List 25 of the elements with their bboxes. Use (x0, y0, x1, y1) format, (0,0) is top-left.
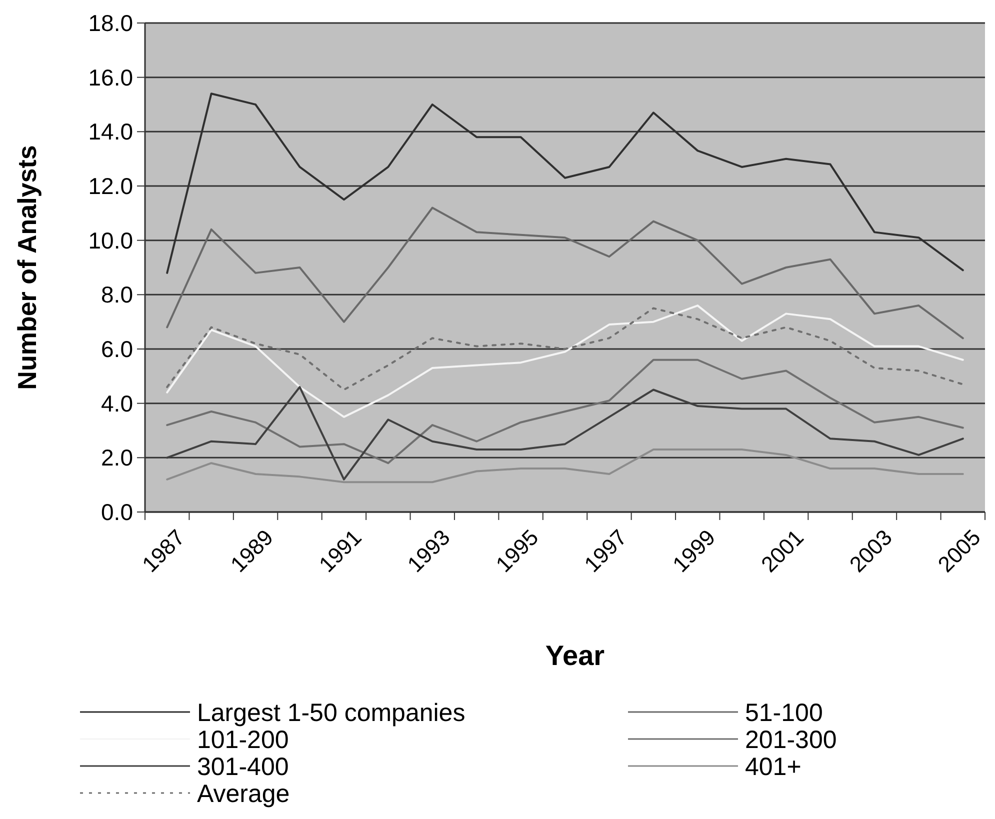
legend-label: 51-100 (745, 698, 823, 727)
line-series (166, 304, 964, 418)
x-axis-title: Year (545, 640, 605, 671)
y-tick-label: 2.0 (101, 444, 133, 471)
line-series (166, 448, 964, 484)
line-series (166, 386, 964, 480)
legend-label: 301-400 (197, 752, 289, 781)
y-tick-label: 10.0 (88, 227, 133, 254)
y-tick-label: 4.0 (101, 390, 133, 416)
legend-label: Largest 1-50 companies (197, 698, 466, 727)
y-tick-label: 8.0 (101, 282, 133, 308)
legend-label: 401+ (745, 752, 802, 781)
line-series (166, 358, 964, 464)
legend-label: 101-200 (197, 726, 289, 754)
y-axis-title: Number of Analysts (12, 145, 42, 390)
y-tick-label: 18.0 (88, 10, 133, 36)
y-tick-label: 6.0 (101, 336, 133, 362)
legend-label: Average (197, 780, 290, 808)
y-tick-label: 14.0 (88, 118, 133, 145)
legend-label: 201-300 (745, 726, 837, 754)
y-tick-label: 16.0 (88, 64, 133, 90)
line-series (166, 307, 964, 391)
line-series (166, 206, 964, 340)
y-tick-label: 0.0 (101, 499, 133, 526)
y-tick-label: 12.0 (88, 173, 133, 200)
